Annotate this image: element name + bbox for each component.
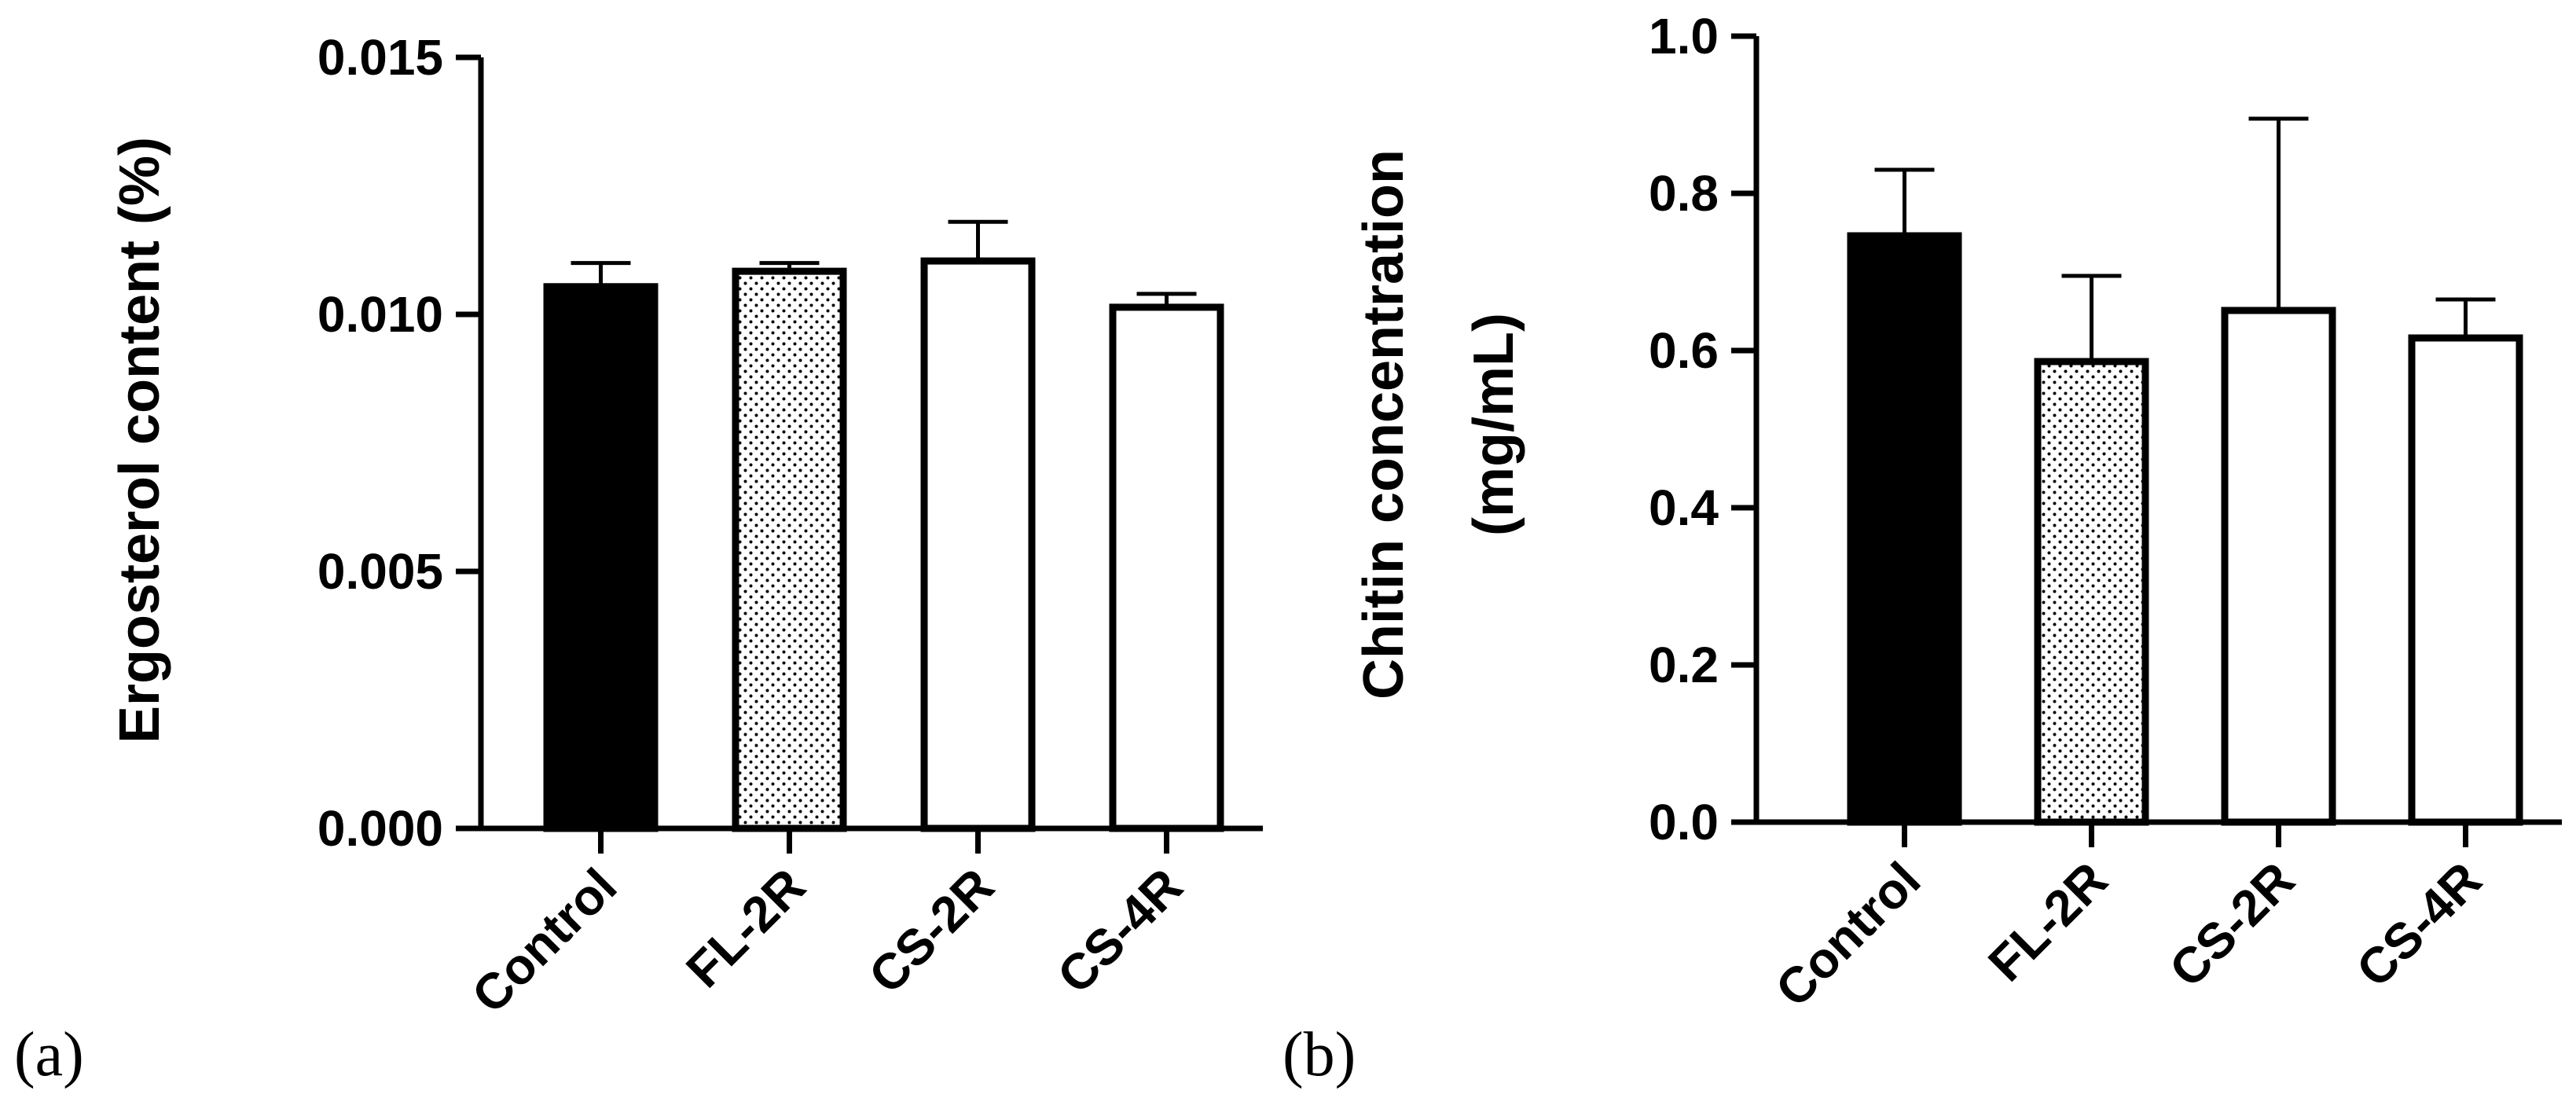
chitin-y-axis-title-line2: (mg/mL) xyxy=(1462,313,1525,536)
chitin-chart: 0.0 0.2 0.4 0.6 0.8 1.0 Control FL-2R CS-2R CS-4R xyxy=(1649,8,2562,1018)
panel-label-a: (a) xyxy=(14,1020,84,1089)
chitin-y-tick-label: 1.0 xyxy=(1649,8,1719,64)
ergosterol-category-label: FL-2R xyxy=(675,857,816,998)
ergosterol-bar-control xyxy=(543,283,659,832)
ergosterol-bar-fl-2r xyxy=(732,267,847,832)
ergosterol-y-axis-title: Ergosterol content (%) xyxy=(108,137,171,744)
ergosterol-chart: 0.000 0.005 0.010 0.015 Control FL-2R CS-2R CS-… xyxy=(317,29,1263,1024)
panel-label-b: (b) xyxy=(1282,1020,1356,1089)
chitin-category-label: CS-4R xyxy=(2346,851,2493,998)
ergosterol-y-tick-label: 0.000 xyxy=(317,800,443,857)
ergosterol-y-tick-label: 0.010 xyxy=(317,286,443,343)
chitin-y-tick-label: 0.8 xyxy=(1649,165,1719,222)
chitin-category-label: FL-2R xyxy=(1977,851,2118,992)
chitin-category-label: CS-2R xyxy=(2159,851,2306,998)
ergosterol-bar-cs-4r xyxy=(1109,303,1224,832)
chitin-bar-fl-2r xyxy=(2034,358,2149,826)
ergosterol-category-label: CS-4R xyxy=(1047,857,1194,1004)
chitin-bar-cs-4r xyxy=(2408,334,2523,826)
chitin-y-tick-label: 0.4 xyxy=(1649,479,1719,536)
ergosterol-category-label: CS-2R xyxy=(858,857,1005,1004)
chitin-y-tick-label: 0.2 xyxy=(1649,637,1719,693)
chitin-bar-control xyxy=(1847,232,1962,826)
chitin-category-label: Control xyxy=(1765,851,1932,1018)
chitin-y-tick-label: 0.6 xyxy=(1649,322,1719,379)
ergosterol-category-label: Control xyxy=(461,857,628,1024)
ergosterol-y-tick-label: 0.015 xyxy=(317,29,443,86)
ergosterol-y-tick-label: 0.005 xyxy=(317,543,443,600)
chitin-bar-cs-2r xyxy=(2221,307,2336,826)
chitin-y-axis-title-line1: Chitin concentration xyxy=(1352,149,1415,700)
chitin-y-tick-label: 0.0 xyxy=(1649,794,1719,850)
ergosterol-bar-cs-2r xyxy=(920,257,1036,832)
